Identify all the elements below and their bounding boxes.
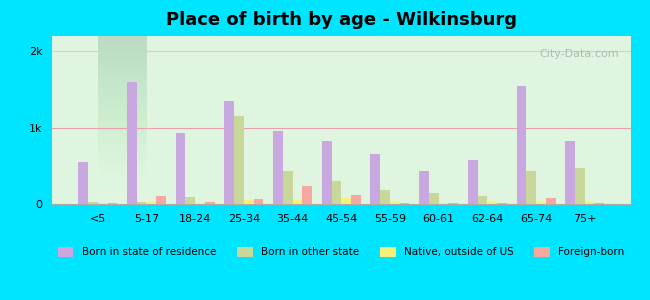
Bar [448,203,458,204]
Bar [575,168,585,204]
Bar [136,202,146,204]
Bar [400,203,410,204]
Bar [478,196,488,204]
Bar [146,202,156,204]
Bar [497,203,507,204]
Bar [370,154,380,204]
Bar [78,162,88,204]
Bar [585,202,595,204]
Bar [566,141,575,204]
Bar [224,101,234,204]
Bar [439,203,448,204]
Bar [302,186,312,204]
Bar [526,171,536,204]
Text: City-Data.com: City-Data.com [540,50,619,59]
Bar [156,196,166,204]
Bar [429,193,439,204]
Bar [351,195,361,204]
Bar [292,200,302,204]
Bar [254,200,263,204]
Bar [322,141,332,204]
Bar [98,203,107,204]
Bar [390,202,400,204]
Bar [488,202,497,204]
Bar [205,202,214,204]
Bar [468,160,478,204]
Bar [517,85,526,204]
Bar [176,133,185,204]
Bar [234,116,244,204]
Legend: Born in state of residence, Born in other state, Native, outside of US, Foreign-: Born in state of residence, Born in othe… [53,242,630,262]
Bar [283,171,292,204]
Title: Place of birth by age - Wilkinsburg: Place of birth by age - Wilkinsburg [166,11,517,29]
Bar [536,202,546,204]
Bar [195,203,205,204]
Bar [595,203,604,204]
Bar [185,197,195,204]
Bar [380,190,390,204]
Bar [127,82,136,204]
Bar [107,203,117,204]
Bar [546,198,556,204]
Bar [419,171,429,204]
Bar [332,181,341,204]
Bar [341,198,351,204]
Bar [88,202,97,204]
Bar [273,131,283,204]
Bar [244,200,254,204]
